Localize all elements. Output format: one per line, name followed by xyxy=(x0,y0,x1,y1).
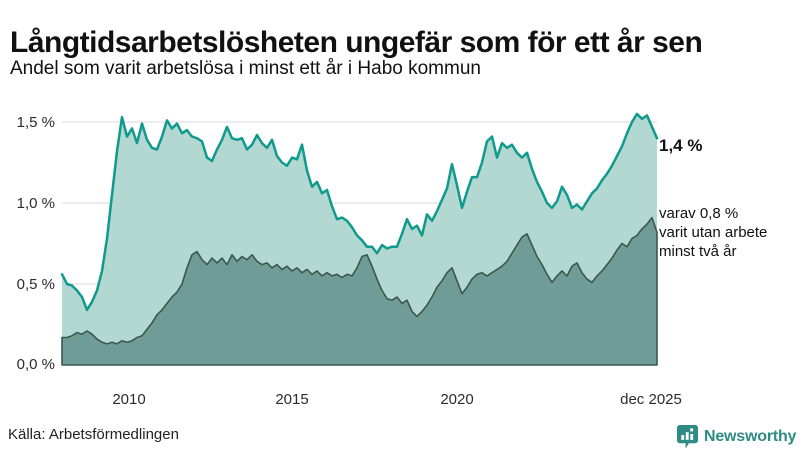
logo-exclamation-dot xyxy=(690,428,694,432)
brand-name: Newsworthy xyxy=(704,427,797,445)
chart-subtitle: Andel som varit arbetslösa i minst ett å… xyxy=(10,58,481,79)
y-tick-label: 1,5 % xyxy=(16,114,55,131)
logo-bar-short xyxy=(681,435,685,440)
series-line-total xyxy=(60,112,659,312)
logo-bar-medium xyxy=(690,434,694,440)
y-tick-label: 0,0 % xyxy=(16,356,55,373)
source-note: Källa: Arbetsförmedlingen xyxy=(8,426,179,443)
x-tick-label: 2015 xyxy=(275,391,309,408)
x-tick-label: 2020 xyxy=(440,391,474,408)
y-tick-label: 1,0 % xyxy=(16,195,55,212)
y-tick-label: 0,5 % xyxy=(16,276,55,293)
newsworthy-logo-icon xyxy=(676,425,699,449)
x-tick-label: 2010 xyxy=(112,391,146,408)
series-area-two-years xyxy=(61,216,658,366)
page-title: Långtidsarbetslösheten ungefär som för e… xyxy=(10,26,703,60)
end-value-subset-line: minst två år xyxy=(659,243,737,260)
end-value-label-total: 1,4 % xyxy=(659,136,703,155)
x-tick-label: dec 2025 xyxy=(620,391,682,408)
end-value-subset-line: varav 0,8 % xyxy=(659,205,739,222)
newsworthy-logo: Newsworthy xyxy=(676,424,796,449)
logo-bar-tall xyxy=(685,432,689,440)
end-value-subset-line: varit utan arbete xyxy=(659,224,768,241)
end-value-label-subset: varav 0,8 % varit utan arbete minst två … xyxy=(659,204,767,261)
